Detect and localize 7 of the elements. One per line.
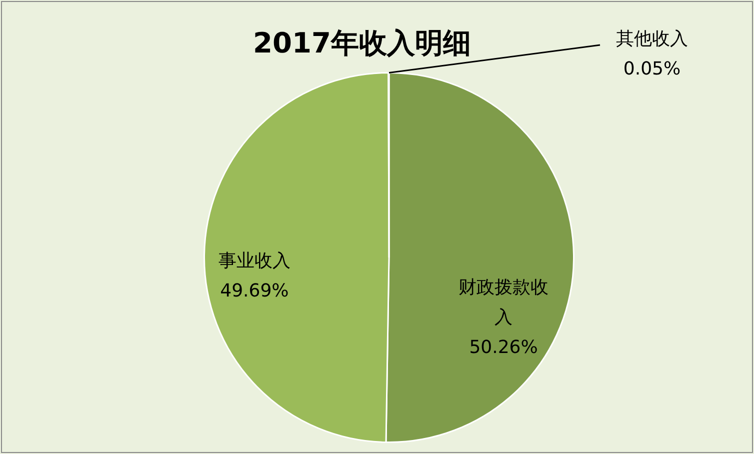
data-label: 0.05%: [623, 58, 681, 80]
slice-label: 事业收入: [218, 250, 290, 272]
slice-label: 其他收入: [616, 28, 688, 50]
slice-label: 财政拨款收入: [458, 277, 549, 328]
data-label: 50.26%: [469, 337, 538, 358]
chart-title: 2017年收入明细: [253, 26, 471, 60]
data-label: 49.69%: [220, 280, 289, 302]
